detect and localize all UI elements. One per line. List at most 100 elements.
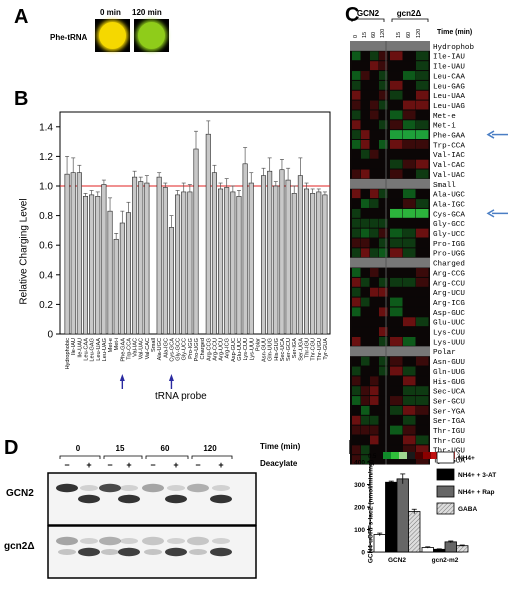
heatmap-cell: [361, 337, 370, 346]
x-tick-label: Leu-CAA: [83, 338, 89, 361]
heatmap-cell: [361, 268, 370, 277]
heatmap-cell: [379, 268, 388, 277]
time-value: 60: [161, 444, 170, 453]
heatmap-cell: [361, 120, 370, 130]
heatmap-cell: [352, 199, 361, 208]
panel-label-a: A: [14, 6, 29, 28]
panel-label-c: C: [345, 4, 360, 26]
x-tick-label: Tyr-GUA: [323, 338, 329, 360]
heatmap-cell: [352, 228, 361, 238]
deacylate-sign: +: [86, 460, 91, 470]
heatmap-cell: [390, 425, 403, 435]
heatmap-cell: [370, 238, 379, 248]
heatmap-cell: [370, 425, 379, 435]
heatmap-cell: [361, 199, 370, 208]
heatmap-cell: [361, 71, 370, 80]
heatmap-cell: [379, 228, 388, 238]
heatmap-cell: [370, 61, 379, 71]
heatmap-cell: [390, 228, 403, 238]
phe-trna-spot-0: [99, 22, 126, 49]
heatmap-cell: [379, 425, 388, 435]
group-bracket: [351, 18, 385, 22]
deacylate-sign: +: [173, 460, 178, 470]
heatmap-cell: [361, 386, 370, 396]
x-tick-label: Gly-GCC: [176, 338, 182, 361]
heatmap-cell: [361, 218, 370, 228]
heatmap-cell: [390, 51, 403, 61]
heatmap-cell: [370, 90, 379, 100]
heatmap-cell: [379, 396, 388, 405]
heatmap-cell: [352, 297, 361, 307]
heatmap-cell: [361, 425, 370, 435]
heatmap-cell: [370, 100, 379, 110]
y-tick-label: 300: [354, 482, 365, 489]
x-tick-label: Asn-GUU: [262, 338, 268, 362]
heatmap-cell: [416, 396, 429, 405]
heatmap-cell: [352, 51, 361, 61]
heatmap-cell: [403, 100, 416, 110]
x-tick-label: Val-UAC: [139, 338, 145, 359]
bar: [385, 481, 398, 553]
heatmap-cell: [370, 317, 379, 327]
heatmap-cell: [352, 277, 361, 287]
heatmap-cell: [370, 218, 379, 228]
panel-a-time-0: 0 min: [100, 8, 121, 17]
heatmap-cell: [416, 277, 429, 287]
heatmap-cell: [352, 61, 361, 71]
heatmap-cell: [403, 366, 416, 376]
heatmap-cell: [352, 327, 361, 336]
time-label: Time (min): [437, 29, 472, 36]
panel-d-row-gcn2delta: gcn2Δ: [4, 541, 35, 552]
heatmap-cell: [361, 445, 370, 455]
heatmap-cell: [390, 71, 403, 80]
panel-label-b: B: [14, 88, 29, 110]
time-value: 15: [116, 444, 125, 453]
blot-band: [118, 547, 140, 557]
time-value: 120: [203, 444, 217, 453]
heatmap-cell: [352, 208, 361, 218]
heatmap-row-label: Gly-UCC: [433, 231, 465, 239]
heatmap-cell: [416, 51, 429, 61]
heatmap-row-label: Leu-GAG: [433, 83, 465, 91]
heatmap-cell: [352, 337, 361, 346]
y-tick-label: 100: [354, 527, 365, 534]
heatmap-cell: [361, 366, 370, 376]
x-tick-label: Arg-CCG: [206, 338, 212, 361]
heatmap-cell: [403, 228, 416, 238]
blot-band: [187, 483, 209, 493]
heatmap-cell: [403, 248, 416, 258]
heatmap-cell: [416, 80, 429, 90]
heatmap-row-label: Met-i: [433, 123, 456, 131]
heatmap-row-label: Ser-GCU: [433, 398, 465, 406]
heatmap-cell: [352, 307, 361, 317]
x-tick-label: Ala-UGC: [157, 338, 163, 360]
panel-a-time-120: 120 min: [132, 8, 162, 17]
heatmap-group-row: [350, 257, 430, 268]
deacylate-sign: +: [126, 460, 131, 470]
heatmap-cell: [403, 110, 416, 120]
legend-swatch: [436, 485, 455, 498]
heatmap-cell: [379, 90, 388, 100]
heatmap-row-label: Polar: [433, 349, 456, 357]
heatmap-group-row: [350, 41, 430, 51]
heatmap-cell: [361, 51, 370, 61]
x-tick-label: Val-IAC: [133, 338, 139, 357]
x-tick-label: Sec-UCA: [280, 338, 286, 362]
heatmap-cell: [403, 435, 416, 445]
x-tick-label: Thr-CGU: [311, 338, 317, 361]
heatmap-cell: [416, 405, 429, 415]
heatmap-cell: [416, 307, 429, 317]
phe-trna-spot-120: [138, 22, 165, 49]
x-tick-label: His-GUG: [274, 338, 280, 361]
arrow-head: [486, 209, 495, 218]
heatmap-cell: [390, 189, 403, 199]
heatmap-cell: [361, 248, 370, 258]
heatmap-cell: [361, 455, 370, 465]
heatmap-cell: [352, 317, 361, 327]
heatmap-cell: [416, 366, 429, 376]
heatmap-cell: [379, 307, 388, 317]
x-tick-label: Arg-UCU: [219, 338, 225, 361]
